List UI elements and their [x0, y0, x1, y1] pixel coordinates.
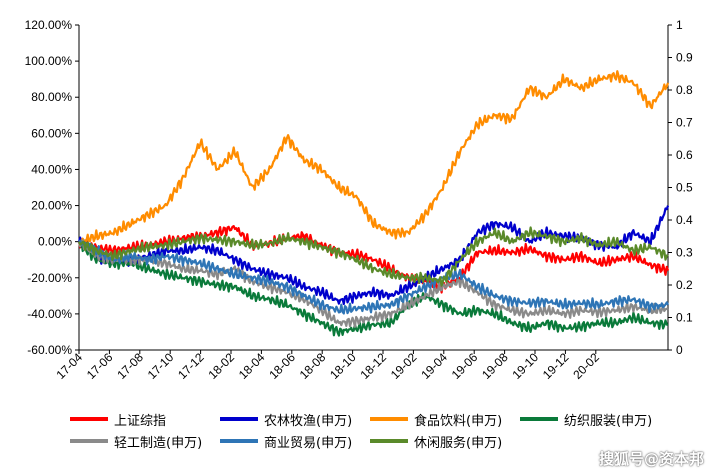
y-right-tick-label: 0.9 — [676, 51, 693, 65]
legend-swatch — [220, 439, 258, 443]
y-right-tick-label: 0.4 — [676, 213, 693, 227]
y-right-tick-label: 1 — [676, 18, 683, 32]
y-left-tick-label: 20.00% — [31, 199, 72, 213]
y-right-tick-label: 0.1 — [676, 311, 693, 325]
x-tick-label: 19-02 — [388, 350, 420, 382]
legend-item-food-beverage: 食品饮料(申万) — [370, 410, 520, 429]
legend-label: 食品饮料(申万) — [414, 413, 503, 429]
y-right-tick-label: 0 — [676, 343, 683, 357]
y-left-tick-label: -20.00% — [27, 271, 72, 285]
legend-item-agriculture: 农林牧渔(申万) — [220, 410, 370, 429]
x-tick-label: 19-10 — [510, 350, 542, 382]
y-left-tick-label: 40.00% — [31, 162, 72, 176]
legend-item-light-manufacturing: 轻工制造(申万) — [70, 432, 220, 451]
y-right-tick-label: 0.6 — [676, 148, 693, 162]
legend-swatch — [70, 439, 108, 443]
series-line-1 — [77, 205, 670, 306]
legend-row-2: 轻工制造(申万) 商业贸易(申万) 休闲服务(申万) — [70, 430, 670, 452]
legend-item-commerce-trade: 商业贸易(申万) — [220, 432, 370, 451]
x-tick-label: 17-10 — [145, 350, 177, 382]
x-tick-label: 18-10 — [327, 350, 359, 382]
legend-label: 商业贸易(申万) — [264, 435, 353, 451]
y-left-tick-label: 80.00% — [31, 90, 72, 104]
x-tick-label: 19-08 — [479, 350, 511, 382]
x-tick-label: 17-08 — [114, 350, 146, 382]
x-tick-label: 17-12 — [175, 350, 207, 382]
legend-label: 上证综指 — [114, 413, 167, 429]
series-line-6 — [77, 226, 669, 287]
y-right-tick-label: 0.8 — [676, 83, 693, 97]
watermark: 搜狐号@资本邦 — [598, 450, 704, 468]
x-tick-label: 18-04 — [236, 350, 268, 382]
legend-item-shanghai-index: 上证综指 — [70, 410, 220, 429]
x-tick-label: 17-06 — [84, 350, 116, 382]
x-tick-label: 18-06 — [266, 350, 298, 382]
x-tick-label: 19-06 — [449, 350, 481, 382]
legend-label: 纺织服装(申万) — [564, 413, 653, 429]
x-tick-label: 19-04 — [418, 350, 450, 382]
chart-series — [77, 70, 670, 337]
legend-item-textile-apparel: 纺织服装(申万) — [520, 410, 670, 429]
series-line-3 — [78, 240, 669, 337]
legend-swatch — [370, 417, 408, 421]
y-right-tick-label: 0.2 — [676, 278, 693, 292]
y-left-tick-label: 0.00% — [38, 235, 72, 249]
legend-item-leisure-services: 休闲服务(申万) — [370, 432, 520, 451]
y-right-tick-label: 0.7 — [676, 116, 693, 130]
legend-label: 休闲服务(申万) — [414, 435, 503, 451]
chart-legend: 上证综指 农林牧渔(申万) 食品饮料(申万) 纺织服装(申万) 轻工制造(申万)… — [70, 408, 670, 452]
x-tick-label: 18-02 — [206, 350, 238, 382]
legend-label: 轻工制造(申万) — [114, 435, 203, 451]
series-line-2 — [78, 70, 670, 244]
x-tick-label: 20-02 — [570, 350, 602, 382]
x-tick-label: 18-12 — [358, 350, 390, 382]
y-left-tick-label: 120.00% — [25, 18, 73, 32]
y-left-tick-label: 100.00% — [25, 54, 73, 68]
y-left-tick-label: -40.00% — [27, 307, 72, 321]
y-left-tick-label: -60.00% — [27, 343, 72, 357]
legend-swatch — [70, 417, 108, 421]
legend-row-1: 上证综指 农林牧渔(申万) 食品饮料(申万) 纺织服装(申万) — [70, 408, 670, 430]
legend-swatch — [520, 417, 558, 421]
y-left-tick-label: 60.00% — [31, 126, 72, 140]
legend-label: 农林牧渔(申万) — [264, 413, 353, 429]
x-tick-label: 18-08 — [297, 350, 329, 382]
y-right-tick-label: 0.3 — [676, 246, 693, 260]
series-line-4 — [77, 239, 669, 328]
series-line-5 — [78, 239, 669, 315]
y-right-tick-label: 0.5 — [676, 181, 693, 195]
legend-swatch — [220, 417, 258, 421]
x-tick-label: 19-12 — [540, 350, 572, 382]
legend-swatch — [370, 439, 408, 443]
